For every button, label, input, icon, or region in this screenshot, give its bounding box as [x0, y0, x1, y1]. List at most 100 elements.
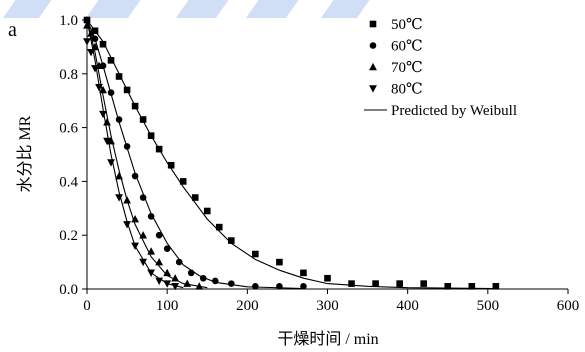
- point-80-7: [115, 194, 123, 202]
- legend-marker-80: [369, 85, 377, 93]
- point-80-10: [139, 258, 148, 267]
- point-50-26: [492, 283, 500, 290]
- plot-area: [83, 16, 500, 291]
- legend-marker-60: [369, 42, 377, 49]
- x-tick-label: 100: [156, 298, 179, 314]
- point-80-3: [95, 83, 103, 92]
- legend-label-50: 50℃: [391, 17, 423, 33]
- point-70-1: [87, 29, 95, 37]
- point-70-4: [99, 85, 107, 94]
- point-50-12: [191, 194, 199, 201]
- x-axis-label: 干燥时间 / min: [277, 330, 378, 348]
- x-tick-label: 500: [477, 298, 500, 314]
- point-60-5: [123, 143, 131, 150]
- point-60-15: [228, 280, 235, 287]
- point-60-11: [175, 258, 183, 266]
- point-70-8: [123, 196, 131, 204]
- point-50-20: [348, 280, 355, 287]
- point-80-11: [147, 269, 156, 277]
- point-70-9: [131, 214, 139, 223]
- point-60-10: [163, 245, 171, 252]
- point-50-5: [123, 86, 131, 94]
- legend-marker-70: [369, 62, 377, 71]
- point-50-8: [147, 132, 155, 139]
- point-60-4: [115, 116, 123, 123]
- legend-fit-label: Predicted by Weibull: [391, 103, 517, 119]
- axes: 0 100 200 300 400 500 600 0.0 0.2 0.4 0.6 0.8 1.0: [59, 13, 579, 314]
- panel-label: a: [8, 19, 17, 41]
- point-80-6: [107, 159, 115, 167]
- point-60-13: [199, 274, 207, 282]
- legend-marker-50: [369, 20, 377, 28]
- point-60-16: [252, 283, 259, 290]
- x-tick-label: 600: [557, 298, 580, 314]
- point-80-9: [131, 242, 139, 251]
- point-60-7: [139, 194, 147, 201]
- point-80-5: [103, 137, 111, 146]
- point-60-6: [131, 172, 139, 180]
- point-50-10: [167, 161, 175, 169]
- fit-curve-50: [86, 19, 496, 290]
- point-50-7: [139, 116, 147, 123]
- y-tick-label: 0.8: [59, 67, 78, 83]
- point-60-9: [155, 231, 163, 239]
- legend-label-60: 60℃: [391, 39, 423, 55]
- point-60-17: [276, 283, 283, 290]
- point-70-7: [115, 171, 123, 180]
- point-70-13: [163, 268, 172, 277]
- point-70-15: [183, 279, 192, 287]
- point-60-3: [107, 89, 115, 96]
- y-tick-label: 0.0: [59, 282, 78, 298]
- point-60-14: [211, 277, 219, 285]
- x-tick-label: 0: [83, 298, 91, 314]
- point-70-11: [147, 247, 156, 255]
- point-70-16: [195, 282, 204, 290]
- point-50-22: [396, 280, 403, 287]
- legend-label-80: 80℃: [391, 82, 423, 98]
- x-tick-label: 400: [396, 298, 419, 314]
- point-80-1: [87, 48, 95, 57]
- legend: 50℃ 60℃ 70℃ 80℃ Predicted by Weibull: [364, 17, 517, 119]
- point-80-8: [123, 221, 131, 229]
- point-50-17: [276, 258, 283, 266]
- point-80-12: [155, 277, 164, 286]
- point-50-9: [155, 145, 163, 153]
- y-tick-label: 0.4: [59, 174, 78, 190]
- point-60-18: [300, 283, 307, 290]
- point-50-24: [444, 283, 452, 290]
- fit-curve-70: [86, 19, 208, 289]
- point-80-13: [163, 280, 172, 288]
- y-tick-label: 0.2: [59, 228, 78, 244]
- point-50-3: [107, 57, 115, 64]
- point-50-15: [228, 237, 235, 244]
- point-50-25: [468, 283, 476, 290]
- point-70-10: [139, 231, 148, 239]
- point-50-11: [179, 178, 187, 185]
- point-60-12: [187, 269, 195, 277]
- point-60-1: [91, 35, 99, 43]
- point-50-23: [420, 280, 427, 287]
- point-50-13: [203, 207, 211, 215]
- point-50-21: [372, 280, 379, 287]
- point-70-12: [155, 258, 164, 266]
- y-tick-label: 1.0: [59, 13, 78, 29]
- point-50-14: [215, 223, 223, 231]
- point-50-18: [300, 269, 307, 277]
- point-80-2: [91, 65, 99, 73]
- point-80-14: [171, 283, 180, 291]
- fit-curve-60: [86, 19, 304, 290]
- point-50-1: [91, 27, 99, 35]
- x-tick-label: 300: [316, 298, 339, 314]
- point-80-4: [99, 110, 107, 119]
- point-50-6: [131, 102, 139, 110]
- y-tick-label: 0.6: [59, 121, 78, 137]
- x-tick-label: 200: [236, 298, 259, 314]
- legend-label-70: 70℃: [391, 60, 423, 76]
- point-50-4: [115, 73, 123, 80]
- point-50-19: [324, 274, 331, 282]
- y-axis-label: 水分比 MR: [16, 115, 34, 192]
- point-50-2: [99, 40, 107, 48]
- point-60-8: [147, 213, 155, 220]
- point-70-14: [171, 274, 180, 282]
